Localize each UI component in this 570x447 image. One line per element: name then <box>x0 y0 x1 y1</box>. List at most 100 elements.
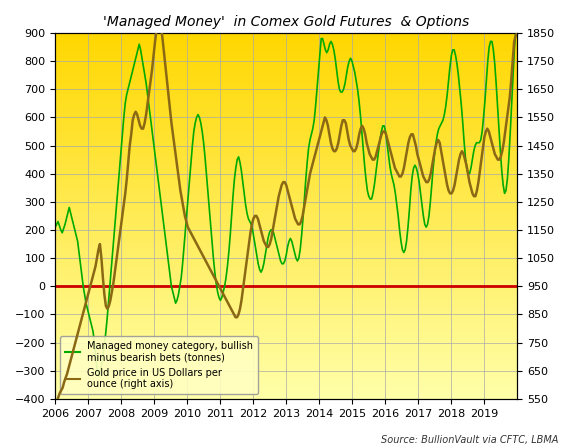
Bar <box>55 179 517 183</box>
Bar <box>55 296 517 300</box>
Bar <box>55 106 517 110</box>
Bar <box>55 62 517 66</box>
Bar <box>55 51 517 55</box>
Bar <box>55 245 517 249</box>
Bar <box>55 150 517 154</box>
Bar <box>55 161 517 164</box>
Bar <box>55 311 517 315</box>
Bar <box>55 249 517 253</box>
Bar <box>55 344 517 348</box>
Bar <box>55 333 517 337</box>
Bar <box>55 289 517 293</box>
Bar <box>55 267 517 271</box>
Bar <box>55 315 517 318</box>
Bar <box>55 209 517 212</box>
Bar <box>55 219 517 223</box>
Bar <box>55 373 517 377</box>
Bar <box>55 99 517 102</box>
Bar <box>55 110 517 114</box>
Bar <box>55 231 517 234</box>
Bar <box>55 190 517 194</box>
Bar <box>55 304 517 308</box>
Bar <box>55 201 517 205</box>
Bar <box>55 176 517 179</box>
Bar <box>55 164 517 169</box>
Bar <box>55 169 517 172</box>
Bar <box>55 114 517 117</box>
Bar <box>55 395 517 399</box>
Bar <box>55 388 517 392</box>
Bar <box>55 384 517 388</box>
Bar <box>55 40 517 44</box>
Bar <box>55 33 517 37</box>
Bar <box>55 308 517 311</box>
Bar <box>55 95 517 99</box>
Bar <box>55 124 517 128</box>
Legend: Managed money category, bullish
minus bearish bets (tonnes), Gold price in US Do: Managed money category, bullish minus be… <box>60 336 258 394</box>
Bar <box>55 241 517 245</box>
Bar <box>55 380 517 384</box>
Bar <box>55 55 517 59</box>
Bar <box>55 256 517 260</box>
Bar <box>55 205 517 209</box>
Bar <box>55 139 517 143</box>
Bar <box>55 282 517 286</box>
Bar <box>55 146 517 150</box>
Bar <box>55 143 517 146</box>
Bar <box>55 329 517 333</box>
Bar <box>55 300 517 304</box>
Bar <box>55 238 517 241</box>
Bar <box>55 253 517 256</box>
Bar <box>55 187 517 190</box>
Bar <box>55 84 517 88</box>
Bar <box>55 337 517 340</box>
Bar <box>55 135 517 139</box>
Bar <box>55 340 517 344</box>
Bar <box>55 322 517 326</box>
Bar <box>55 44 517 47</box>
Bar <box>55 77 517 80</box>
Bar <box>55 348 517 351</box>
Bar <box>55 92 517 95</box>
Bar <box>55 47 517 51</box>
Bar <box>55 274 517 278</box>
Bar <box>55 234 517 238</box>
Bar <box>55 121 517 124</box>
Bar <box>55 370 517 373</box>
Bar <box>55 216 517 219</box>
Bar <box>55 70 517 73</box>
Bar <box>55 102 517 106</box>
Bar <box>55 263 517 267</box>
Bar <box>55 278 517 282</box>
Bar <box>55 59 517 62</box>
Bar <box>55 223 517 227</box>
Bar <box>55 318 517 322</box>
Bar <box>55 212 517 216</box>
Bar <box>55 128 517 132</box>
Bar <box>55 66 517 70</box>
Text: Source: BullionVault via CFTC, LBMA: Source: BullionVault via CFTC, LBMA <box>381 435 559 445</box>
Bar <box>55 198 517 201</box>
Bar <box>55 37 517 40</box>
Bar <box>55 227 517 231</box>
Bar <box>55 355 517 358</box>
Bar <box>55 73 517 77</box>
Bar <box>55 183 517 187</box>
Bar <box>55 326 517 329</box>
Bar <box>55 194 517 198</box>
Bar <box>55 286 517 289</box>
Bar <box>55 366 517 370</box>
Bar <box>55 80 517 84</box>
Bar <box>55 362 517 366</box>
Bar <box>55 157 517 161</box>
Bar <box>55 117 517 121</box>
Bar <box>55 351 517 355</box>
Bar <box>55 88 517 92</box>
Bar <box>55 293 517 296</box>
Bar <box>55 358 517 362</box>
Bar <box>55 271 517 274</box>
Bar <box>55 172 517 176</box>
Bar <box>55 377 517 380</box>
Bar <box>55 154 517 157</box>
Title: 'Managed Money'  in Comex Gold Futures  & Options: 'Managed Money' in Comex Gold Futures & … <box>103 15 469 29</box>
